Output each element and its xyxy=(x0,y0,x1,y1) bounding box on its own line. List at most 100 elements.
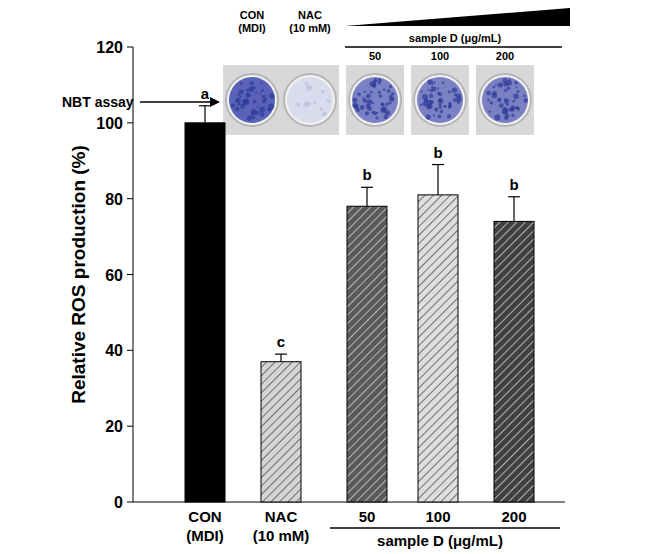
y-tick xyxy=(127,350,133,351)
well-speckle xyxy=(498,82,503,87)
well-speckle xyxy=(437,87,439,89)
well-speckle xyxy=(372,83,376,87)
well-speckle xyxy=(363,98,368,103)
well-speckle xyxy=(438,93,442,97)
well-speckle xyxy=(365,111,369,115)
bar xyxy=(185,123,225,502)
well-rim xyxy=(479,74,531,126)
significance-letter: b xyxy=(433,144,442,161)
well-speckle xyxy=(504,98,507,101)
well-speckle xyxy=(253,99,257,103)
well-speckle xyxy=(513,94,519,100)
y-tick xyxy=(127,47,133,48)
bar xyxy=(418,195,458,502)
well-speckle xyxy=(514,81,518,85)
well-speckle xyxy=(384,115,388,119)
well-speckle xyxy=(357,92,361,96)
well-speckle xyxy=(494,115,500,121)
well-speckle xyxy=(356,108,360,112)
well-speckle xyxy=(260,82,263,85)
error-cap xyxy=(199,105,211,106)
y-tick-label: 60 xyxy=(105,267,123,284)
well-speckle xyxy=(240,82,243,85)
well-speckle xyxy=(375,116,378,119)
well-rim xyxy=(414,74,466,126)
well-speckle xyxy=(252,116,255,119)
well-speckle xyxy=(488,110,490,112)
well-speckle xyxy=(231,103,235,107)
well-speckle xyxy=(512,99,515,102)
well-speckle xyxy=(434,108,438,112)
chart: CON(MDI)NAC(10 mM)sample D (μg/mL)501002… xyxy=(0,0,647,554)
well-speckle xyxy=(367,106,372,111)
well-speckle xyxy=(374,78,378,82)
group-label: sample D (μg/mL) xyxy=(377,532,503,549)
well-speckle xyxy=(379,94,383,98)
y-tick-label: 20 xyxy=(105,418,123,435)
y-tick xyxy=(127,426,133,427)
well-speckle xyxy=(307,101,311,105)
error-bar xyxy=(513,197,514,222)
well-speckle xyxy=(246,94,250,98)
well-speckle xyxy=(261,89,264,92)
well-speckle xyxy=(507,80,512,85)
well-speckle xyxy=(432,86,437,91)
well-speckle xyxy=(246,99,249,102)
well-speckle xyxy=(322,111,327,116)
well-speckle xyxy=(364,91,366,93)
well-speckle xyxy=(421,90,423,92)
well-speckle xyxy=(321,90,325,94)
panel-column-label: 200 xyxy=(496,50,514,62)
x-tick-label: NAC(10 mM) xyxy=(253,508,310,544)
well-speckle xyxy=(305,82,308,85)
panel-label: NBT assay xyxy=(62,94,134,110)
panel-group-line xyxy=(345,46,562,48)
well-speckle xyxy=(447,114,451,118)
well-speckle xyxy=(260,92,262,94)
well-speckle xyxy=(516,90,519,93)
well-speckle xyxy=(433,81,435,83)
well-speckle xyxy=(376,112,378,114)
well-speckle xyxy=(239,89,244,94)
well-speckle xyxy=(360,105,365,110)
well-speckle xyxy=(250,81,254,85)
well-rim xyxy=(284,74,336,126)
well-speckle xyxy=(366,94,371,99)
well-speckle xyxy=(296,103,300,107)
well-speckle xyxy=(448,107,450,109)
well-speckle xyxy=(255,91,257,93)
error-bar xyxy=(366,187,367,206)
well-speckle xyxy=(251,109,256,114)
well-speckle xyxy=(524,98,528,102)
y-tick xyxy=(127,274,133,275)
x-tick-label: CON(MDI) xyxy=(186,508,224,544)
well-speckle xyxy=(326,99,330,103)
well-stain xyxy=(352,77,398,123)
significance-letter: a xyxy=(201,85,210,102)
y-tick xyxy=(127,198,133,199)
significance-letter: b xyxy=(362,166,371,183)
panel-column-label: NAC(10 mM) xyxy=(289,9,331,34)
well-photo xyxy=(223,65,281,135)
well-speckle xyxy=(319,107,323,111)
well-speckle xyxy=(378,81,381,84)
well-speckle xyxy=(262,95,266,99)
well-speckle xyxy=(504,107,507,110)
well-speckle xyxy=(380,102,384,106)
well-speckle xyxy=(448,102,452,106)
well-speckle xyxy=(389,85,393,89)
panel-column-label: CON(MDI) xyxy=(238,9,266,34)
well-speckle xyxy=(237,93,240,96)
bar xyxy=(261,362,301,502)
well-speckle xyxy=(235,107,240,112)
well-speckle xyxy=(420,104,422,106)
well-speckle xyxy=(389,101,392,104)
well-speckle xyxy=(372,102,374,104)
well-speckle xyxy=(426,104,431,109)
well-speckle xyxy=(371,111,374,114)
well-speckle xyxy=(511,114,514,117)
well-speckle xyxy=(385,102,389,106)
well-speckle xyxy=(353,98,358,103)
panel-arrow-head xyxy=(210,97,220,107)
well-speckle xyxy=(248,86,254,92)
